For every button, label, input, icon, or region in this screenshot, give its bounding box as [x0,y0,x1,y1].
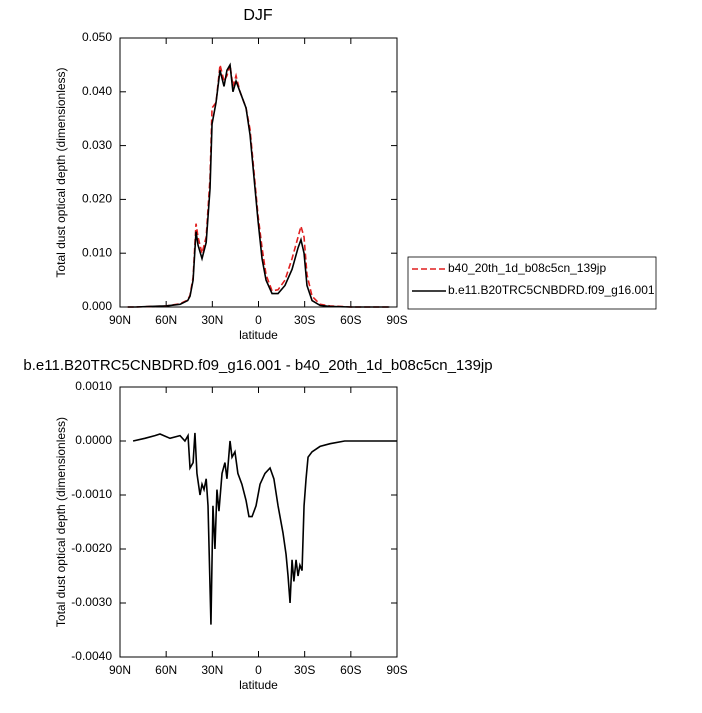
legend-box [407,256,657,310]
y-tick-label: 0.010 [82,245,112,259]
y-tick-label: 0.000 [82,299,112,313]
data-line [127,62,390,308]
legend-label: b.e11.B20TRC5CNBDRD.f09_g16.001 [448,283,655,297]
x-tick-label: 30N [201,663,223,677]
x-tick-label: 90N [109,313,131,327]
y-tick-label: 0.040 [82,84,112,98]
y-tick-label: 0.050 [82,30,112,44]
x-tick-label: 90S [386,313,407,327]
x-tick-label: 60S [340,313,361,327]
y-axis-label: Total dust optical depth (dimensionless) [54,417,68,627]
x-axis-label: latitude [239,328,278,342]
y-tick-label: -0.0030 [71,595,112,609]
x-tick-label: 60N [155,313,177,327]
y-tick-label: 0.030 [82,138,112,152]
data-line [132,432,397,625]
data-line [127,64,390,308]
y-tick-label: 0.0000 [75,433,112,447]
x-tick-label: 60S [340,663,361,677]
y-tick-label: -0.0040 [71,649,112,663]
y-tick-label: -0.0020 [71,541,112,555]
plot-frame [119,37,398,308]
y-tick-label: 0.0010 [75,379,112,393]
x-tick-label: 90S [386,663,407,677]
x-axis-label: latitude [239,678,278,692]
y-tick-label: -0.0010 [71,487,112,501]
x-tick-label: 0 [255,313,262,327]
plot-frame [119,386,398,658]
chart-title: DJF [243,7,273,24]
y-axis-label: Total dust optical depth (dimensionless) [54,67,68,277]
chart-title: b.e11.B20TRC5CNBDRD.f09_g16.001 - b40_20… [23,357,492,374]
x-tick-label: 90N [109,663,131,677]
y-tick-label: 0.020 [82,192,112,206]
legend-label: b40_20th_1d_b08c5cn_139jp [448,261,606,275]
x-tick-label: 30S [294,313,315,327]
x-tick-label: 30N [201,313,223,327]
x-tick-label: 30S [294,663,315,677]
x-tick-label: 60N [155,663,177,677]
x-tick-label: 0 [255,663,262,677]
